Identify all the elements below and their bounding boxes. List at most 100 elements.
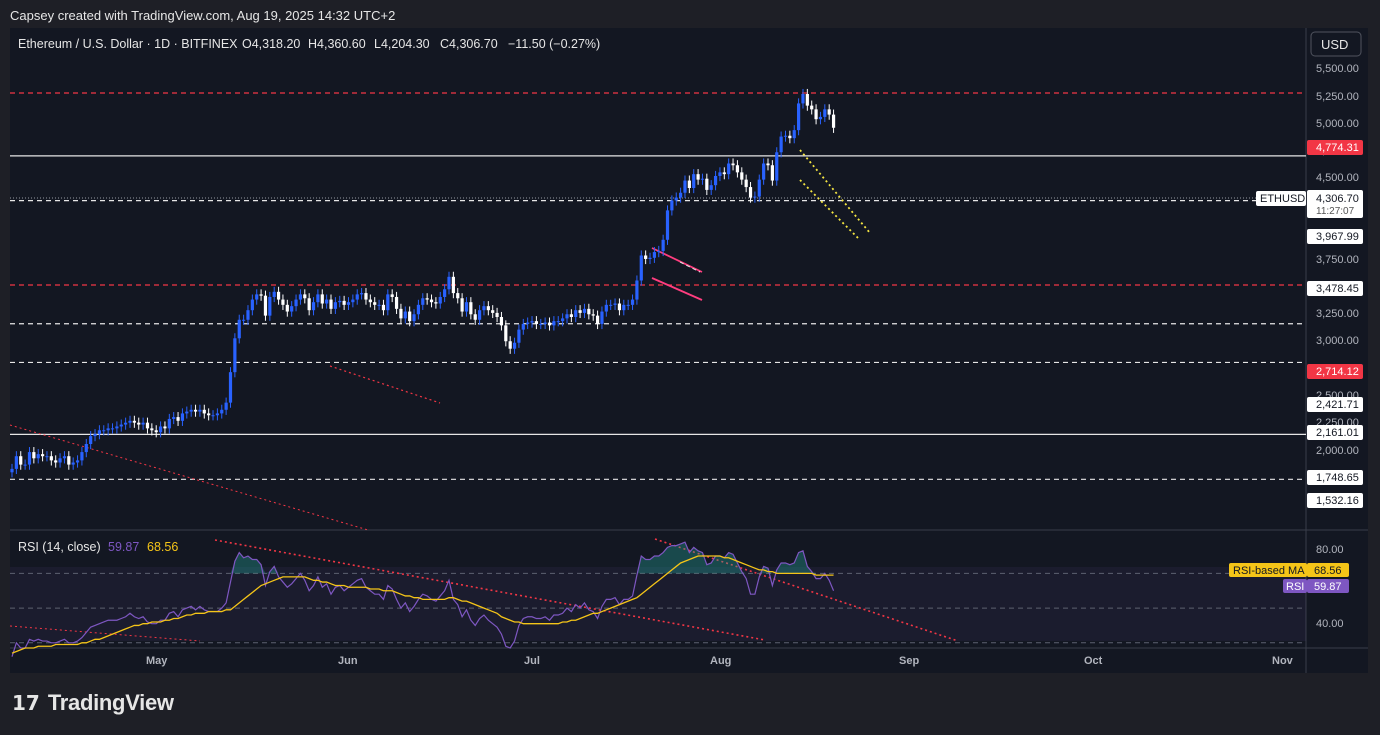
- rsi-tag-bg: [1283, 579, 1307, 593]
- tradingview-logo[interactable]: 𝟭𝟳 TradingView: [12, 690, 174, 716]
- candle-body: [591, 314, 595, 316]
- flag-mid-line: [679, 261, 701, 273]
- candle-body: [320, 294, 324, 304]
- candle-body: [709, 185, 713, 190]
- candle-body: [539, 323, 543, 325]
- tick-label: 2,000.00: [1316, 445, 1359, 457]
- candle-body: [665, 210, 670, 240]
- month-label: Nov: [1272, 655, 1294, 667]
- candle-body: [163, 426, 167, 429]
- level-label-bg: [1307, 281, 1363, 296]
- candle-body: [325, 299, 329, 304]
- time-axis[interactable]: [10, 648, 1306, 673]
- candle-body: [355, 294, 359, 300]
- level-label: 1,748.65: [1316, 472, 1359, 484]
- candle-body: [797, 103, 801, 131]
- symbol-title[interactable]: Ethereum / U.S. Dollar · 1D · BITFINEX: [18, 37, 238, 51]
- tick-label: 3,000.00: [1316, 335, 1359, 347]
- symbol-legend[interactable]: Ethereum / U.S. Dollar · 1D · BITFINEX O…: [18, 37, 600, 51]
- candle-body: [215, 413, 219, 416]
- trendline-long-red: [9, 424, 369, 531]
- level-label-bg: [1307, 229, 1363, 244]
- candle-body: [766, 163, 770, 166]
- candle-body: [193, 409, 198, 412]
- candle-body: [263, 295, 268, 316]
- candle-body: [582, 308, 587, 313]
- candle-body: [805, 93, 809, 106]
- candle-body: [224, 402, 228, 410]
- candle-body: [827, 109, 831, 115]
- candle-body: [569, 314, 573, 318]
- candle-body: [477, 310, 482, 320]
- candle-body: [526, 322, 530, 324]
- currency-button[interactable]: USD: [1310, 31, 1362, 57]
- candle-body: [364, 293, 368, 300]
- candle-body: [49, 456, 53, 461]
- candle-body: [303, 294, 307, 299]
- tick-label: 5,500.00: [1316, 63, 1359, 75]
- candle-body: [281, 299, 285, 305]
- candle-body: [403, 311, 407, 319]
- candle-body: [412, 314, 416, 322]
- price-axis-ticks: 5,500.00 5,250.00 5,000.00 4,750.00 4,50…: [1316, 63, 1359, 457]
- candle-body: [381, 304, 386, 311]
- currency-button-bg[interactable]: [1310, 31, 1362, 57]
- candle-body: [290, 306, 294, 312]
- rsi-value-bg: [1307, 579, 1349, 593]
- month-label: Oct: [1084, 655, 1103, 667]
- candle-body: [10, 468, 14, 473]
- candle-body: [460, 298, 464, 312]
- candle-body: [40, 454, 45, 457]
- rsi-title[interactable]: RSI (14, close): [18, 540, 101, 554]
- rsi-axis: 80.00 40.00 RSI-based MA 68.56 RSI 59.87: [1229, 544, 1349, 630]
- candle-body: [727, 163, 731, 175]
- candle-body: [801, 93, 805, 104]
- candle-body: [783, 135, 788, 137]
- candles: [10, 88, 836, 478]
- candle-body: [373, 302, 377, 305]
- candle-body: [831, 114, 836, 128]
- candle-body: [683, 180, 687, 193]
- candle-body: [202, 409, 206, 414]
- candle-body: [486, 306, 490, 311]
- rsi-pane[interactable]: [10, 530, 1306, 648]
- candle-body: [630, 299, 635, 305]
- level-labels: 4,774.31 3,967.99 3,478.45 2,714.12 2,42…: [1307, 140, 1363, 508]
- candle-body: [499, 317, 504, 326]
- candle-body: [316, 294, 320, 303]
- price-pane[interactable]: [10, 28, 1306, 530]
- candle-body: [242, 319, 246, 321]
- candle-body: [124, 422, 128, 425]
- candle-body: [338, 300, 342, 303]
- candle-body: [434, 302, 438, 304]
- candle-body: [788, 135, 792, 139]
- candle-body: [635, 280, 639, 300]
- candle-body: [307, 298, 311, 311]
- candle-body: [386, 294, 390, 311]
- rsi-trendline-1: [214, 539, 766, 641]
- rsi-legend[interactable]: RSI (14, close) 59.87 68.56: [18, 540, 178, 554]
- candle-body: [102, 430, 106, 432]
- level-label: 2,161.01: [1316, 427, 1359, 439]
- candle-body: [80, 452, 84, 461]
- candle-body: [137, 422, 141, 425]
- candle-body: [617, 303, 622, 311]
- candle-body: [32, 452, 36, 459]
- rsi-levels: [10, 572, 1306, 644]
- level-label: 2,421.71: [1316, 399, 1359, 411]
- currency-label[interactable]: USD: [1321, 37, 1348, 52]
- tick-label: 5,000.00: [1316, 118, 1359, 130]
- candle-body: [469, 302, 473, 315]
- candle-body: [329, 299, 333, 309]
- rsi-value-tag: 59.87: [1314, 581, 1342, 593]
- candle-body: [259, 294, 263, 296]
- candle-body: [377, 304, 381, 306]
- candle-body: [416, 304, 421, 315]
- candle-body: [45, 456, 49, 458]
- rsi-tick: 80.00: [1316, 544, 1344, 556]
- candle-body: [595, 315, 600, 324]
- candle-body: [58, 458, 62, 463]
- candle-body: [207, 413, 211, 416]
- wedge-lower-line: [799, 179, 859, 239]
